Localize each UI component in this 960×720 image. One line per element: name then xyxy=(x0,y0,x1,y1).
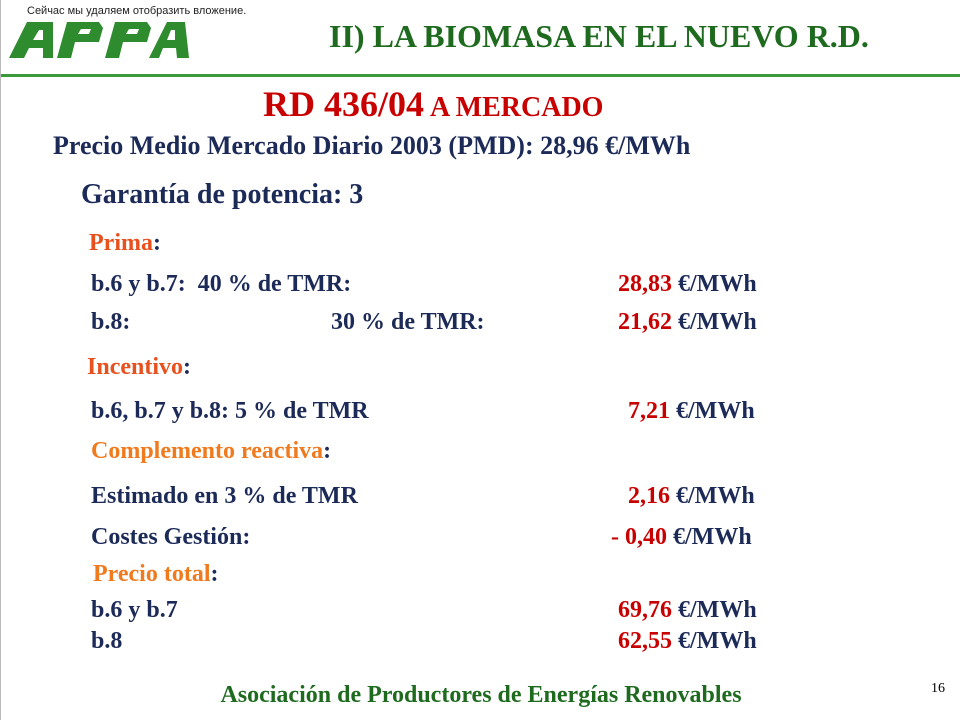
line: 7,21 €/MWh xyxy=(628,399,755,423)
line: Incentivo: xyxy=(87,355,191,379)
amount: 62,55 xyxy=(618,628,672,654)
row-text: Costes Gestión: xyxy=(91,524,251,550)
amount: - 0,40 xyxy=(611,524,667,550)
unit: €/MWh xyxy=(673,524,752,550)
divider xyxy=(1,74,960,77)
unit: €/MWh xyxy=(678,309,757,335)
row-text: Estimado en 3 % de TMR xyxy=(91,483,358,509)
line: 2,16 €/MWh xyxy=(628,484,755,508)
line: 62,55 €/MWh xyxy=(618,629,757,653)
colon: : xyxy=(323,438,332,464)
row-text: b.6 y b.7: 40 % de TMR: xyxy=(91,271,352,297)
row-text: b.8 xyxy=(91,628,123,654)
pmd: Precio Medio Mercado Diario 2003 (PMD): … xyxy=(53,131,691,160)
row-text: b.6 y b.7 xyxy=(91,597,178,623)
section-label: Prima xyxy=(89,230,153,256)
colon: : xyxy=(152,230,161,256)
line: 69,76 €/MWh xyxy=(618,598,757,622)
row-text: 30 % de TMR: xyxy=(331,309,485,335)
line: Prima: xyxy=(89,231,161,255)
garantia: Garantía de potencia: 3 xyxy=(81,179,364,210)
colon: : xyxy=(183,354,191,380)
section-label: Incentivo xyxy=(87,354,183,380)
unit: €/MWh xyxy=(678,271,757,297)
amount: 7,21 xyxy=(628,398,670,424)
logo xyxy=(9,22,189,58)
amount: 28,83 xyxy=(618,271,672,297)
heading-main: RD 436/04 xyxy=(263,84,424,124)
title: II) LA BIOMASA EN EL NUEVO R.D. xyxy=(329,18,869,54)
line: 28,83 €/MWh xyxy=(618,272,757,296)
footer: Asociación de Productores de Energías Re… xyxy=(220,682,742,708)
line: Complemento reactiva: xyxy=(91,439,331,463)
amount: 69,76 xyxy=(618,597,672,623)
line: Precio total: xyxy=(93,562,219,586)
page-number: 16 xyxy=(931,681,945,696)
notice: Сейчас мы удаляем отобразить вложение. xyxy=(27,5,247,17)
section-label: Precio total xyxy=(93,561,211,587)
line: - 0,40 €/MWh xyxy=(611,525,752,549)
line: 21,62 €/MWh xyxy=(618,310,757,334)
amount: 21,62 xyxy=(618,309,672,335)
colon: : xyxy=(210,561,219,587)
unit: €/MWh xyxy=(676,398,755,424)
heading-sub: A MERCADO xyxy=(430,92,604,123)
section-label: Complemento reactiva xyxy=(91,438,324,464)
amount: 2,16 xyxy=(628,483,670,509)
heading: RD 436/04 A MERCADO xyxy=(263,86,603,122)
row-text: b.8: xyxy=(91,309,131,335)
unit: €/MWh xyxy=(678,597,757,623)
unit: €/MWh xyxy=(676,483,755,509)
unit: €/MWh xyxy=(678,628,757,654)
row-text: b.6, b.7 y b.8: 5 % de TMR xyxy=(91,398,369,424)
